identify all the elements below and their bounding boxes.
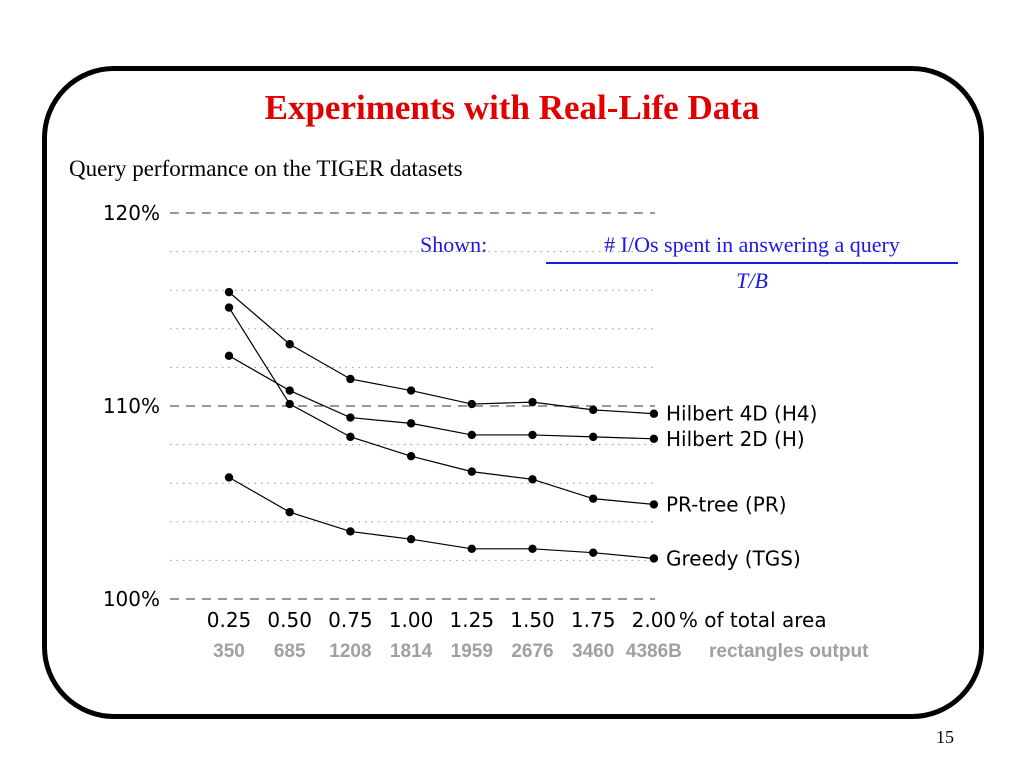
- x-tick-label: 1.25: [450, 608, 495, 632]
- x-secondary-tick-label: 685: [274, 641, 306, 662]
- data-point: [589, 494, 598, 503]
- data-point: [528, 544, 537, 554]
- x-secondary-tick-label: 1959: [451, 641, 493, 662]
- data-point: [224, 303, 234, 312]
- x-secondary-tick-label: 4386B: [626, 641, 682, 662]
- data-point: [649, 409, 659, 418]
- data-point: [528, 430, 537, 440]
- data-point: [467, 430, 476, 440]
- data-point: [406, 419, 416, 428]
- data-point: [406, 386, 416, 395]
- series-line: [228, 355, 654, 440]
- shown-fraction: # I/Os spent in answering a query T/B: [546, 232, 958, 294]
- x-secondary-tick-label: 2676: [511, 641, 553, 662]
- data-point: [467, 399, 476, 409]
- data-point: [649, 500, 659, 509]
- data-point: [589, 405, 598, 415]
- x-tick-label: 0.75: [328, 608, 373, 632]
- x-tick-label: 0.25: [207, 608, 252, 632]
- x-tick-label: 1.75: [571, 608, 616, 632]
- series-line: [228, 291, 654, 415]
- data-point: [406, 451, 416, 461]
- slide-title: Experiments with Real-Life Data: [264, 88, 760, 127]
- data-point: [589, 432, 598, 442]
- data-point: [467, 544, 476, 554]
- data-point: [224, 351, 234, 361]
- x-axis-suffix: % of total area: [679, 608, 827, 632]
- slide-subtitle: Query performance on the TIGER datasets: [69, 156, 463, 181]
- series-label: Hilbert 2D (H): [666, 427, 805, 451]
- data-point: [224, 287, 234, 297]
- x-tick-label: 0.50: [267, 608, 312, 632]
- series-line: [228, 307, 654, 506]
- y-tick-label: 120%: [103, 201, 160, 225]
- x-secondary-tick-label: 1814: [390, 641, 433, 662]
- page-number: 15: [936, 727, 954, 747]
- x-tick-label: 1.50: [510, 608, 555, 632]
- slide-frame: [42, 66, 984, 719]
- x-secondary-tick-label: 3460: [572, 641, 614, 662]
- fraction-numerator: # I/Os spent in answering a query: [546, 232, 958, 264]
- data-point: [285, 507, 294, 517]
- series-label: Greedy (TGS): [666, 546, 801, 570]
- data-point: [285, 386, 294, 395]
- fraction-denominator: T/B: [736, 268, 768, 293]
- data-point: [528, 475, 537, 484]
- data-point: [346, 374, 355, 384]
- data-point: [224, 473, 234, 482]
- y-tick-label: 110%: [103, 394, 160, 418]
- data-point: [346, 527, 355, 536]
- data-point: [285, 399, 294, 409]
- data-point: [649, 554, 659, 563]
- x-secondary-tick-label: 1208: [329, 641, 371, 662]
- x-tick-label: 2.00: [632, 608, 677, 632]
- data-point: [467, 467, 476, 476]
- x-tick-label: 1.00: [389, 608, 434, 632]
- series-label: Hilbert 4D (H4): [666, 402, 817, 426]
- data-point: [528, 397, 537, 407]
- series-label: PR-tree (PR): [666, 492, 787, 516]
- data-point: [406, 534, 416, 544]
- data-point: [346, 432, 355, 442]
- data-point: [649, 434, 659, 444]
- y-tick-label: 100%: [103, 587, 160, 611]
- x-secondary-tick-label: 350: [213, 641, 245, 662]
- x-secondary-suffix: rectangles output: [709, 641, 869, 662]
- data-point: [346, 413, 355, 422]
- series-line: [228, 476, 654, 560]
- shown-label: Shown:: [420, 232, 488, 257]
- data-point: [285, 340, 294, 349]
- data-point: [589, 548, 598, 557]
